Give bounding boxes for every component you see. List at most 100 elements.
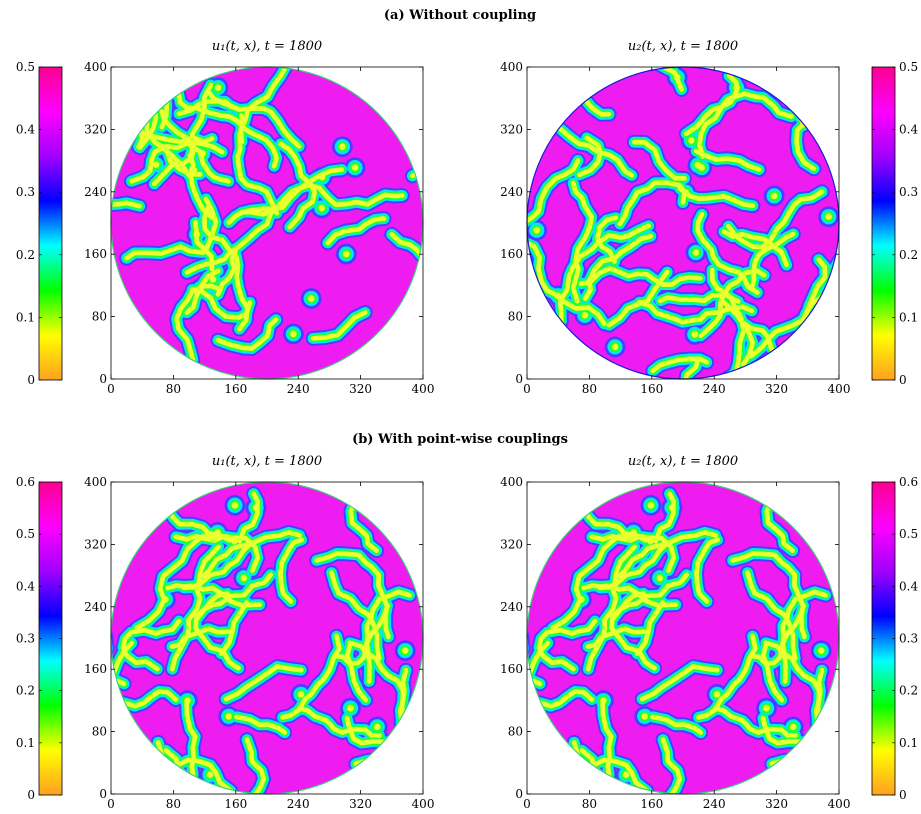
stripe-segment	[175, 87, 279, 169]
panel-title: u₂(t, x), t = 1800	[628, 39, 738, 54]
spot	[622, 771, 630, 778]
spot	[318, 173, 326, 181]
colorbar-tick-label: 0.2	[899, 248, 918, 262]
colorbar-tick-label: 0	[27, 373, 35, 387]
panel-title: u₁(t, x), t = 1800	[212, 454, 322, 469]
stripe-segment	[713, 706, 798, 738]
axes-frame	[526, 481, 840, 795]
stripe-segment	[187, 82, 215, 220]
stripe-segment	[184, 268, 221, 315]
stripe-segment	[639, 664, 720, 702]
spot	[252, 504, 260, 511]
y-tick-label: 400	[84, 60, 107, 74]
spot	[533, 226, 540, 234]
colorbar-tick-label: 0.3	[899, 185, 918, 199]
stripe-segment	[193, 220, 215, 272]
panel-title: u₂(t, x), t = 1800	[628, 454, 738, 469]
axes-frame	[526, 66, 840, 380]
spot	[691, 331, 699, 338]
stripe-segment	[637, 299, 755, 325]
spot	[647, 537, 654, 545]
spot	[343, 250, 350, 258]
stripe-segment	[332, 603, 390, 666]
spot	[214, 529, 221, 536]
spot	[307, 295, 315, 302]
stripe-segment	[634, 600, 665, 657]
spot	[682, 189, 690, 196]
panels: u₁(t, x), t = 1800 0 80 160 240 320 400 0 80 160 2…	[16, 39, 919, 811]
stripe-segment	[193, 591, 241, 671]
x-tick-label: 0	[523, 382, 531, 396]
x-tick-label: 240	[287, 797, 310, 811]
section-a-title: (a) Without coupling	[384, 8, 536, 23]
stripe-segment	[344, 644, 369, 703]
x-tick-label: 160	[640, 797, 663, 811]
x-tick-label: 80	[166, 382, 181, 396]
colorbar-tick-label: 0.4	[899, 579, 918, 593]
y-tick-label: 0	[515, 787, 523, 801]
x-tick-label: 240	[703, 382, 726, 396]
spot	[789, 723, 797, 731]
colorbar-tick-label: 0.1	[16, 310, 35, 324]
colorbar-tick-label: 0.2	[16, 248, 35, 262]
x-tick-label: 320	[765, 382, 788, 396]
colorbar-tick-label: 0.5	[16, 527, 35, 541]
panel-b-u1: u₁(t, x), t = 1800 0 80 160 240 320 400 0 80 160 2…	[16, 454, 435, 811]
stripe-segment	[650, 737, 682, 794]
spot	[763, 704, 770, 712]
stripe-segment	[215, 317, 279, 351]
x-tick-label: 80	[582, 797, 597, 811]
spot	[733, 84, 740, 92]
y-tick-label: 240	[500, 185, 523, 199]
spot	[713, 691, 721, 698]
colorbar-tick-label: 0.3	[16, 632, 35, 646]
y-tick-label: 400	[500, 475, 523, 489]
stripe-segment	[609, 591, 657, 671]
x-tick-label: 160	[640, 382, 663, 396]
x-tick-label: 240	[287, 382, 310, 396]
colorbar-tick-label: 0.4	[16, 579, 35, 593]
colorbar-tick-label: 0.4	[16, 123, 35, 137]
pattern-field	[111, 67, 423, 379]
spot	[641, 713, 648, 720]
stripe-segment	[527, 158, 581, 226]
colorbar-tick-label: 0.6	[16, 475, 35, 489]
colorbar-tick-label: 0	[899, 373, 907, 387]
stripe-segment	[278, 537, 304, 604]
spot	[825, 213, 832, 220]
spot	[630, 529, 637, 536]
x-tick-label: 0	[107, 797, 115, 811]
stripe-segment	[589, 533, 677, 573]
stripe-segment	[794, 119, 817, 172]
colorbar-tick-label: 0	[27, 788, 35, 802]
colorbar-gradient	[38, 481, 63, 796]
x-tick-label: 400	[828, 382, 851, 396]
y-tick-label: 400	[84, 475, 107, 489]
y-tick-label: 160	[500, 247, 523, 261]
axes-frame	[110, 481, 424, 795]
x-tick-label: 400	[828, 797, 851, 811]
stripe-segment	[173, 533, 261, 573]
spot	[668, 504, 676, 511]
spot	[366, 630, 374, 638]
stripe-segment	[134, 533, 218, 631]
stripe-segment	[364, 589, 412, 684]
stripe-segment	[578, 266, 703, 287]
y-tick-label: 320	[500, 122, 523, 136]
colorbar-tick-label: 0.5	[899, 60, 918, 74]
y-tick-label: 320	[500, 537, 523, 551]
stripe-segment	[653, 491, 676, 544]
colorbar-tick-label: 0.3	[899, 632, 918, 646]
stripe-segment	[581, 583, 679, 608]
spot	[782, 630, 790, 638]
x-tick-label: 0	[107, 382, 115, 396]
panel-a-u1: u₁(t, x), t = 1800 0 80 160 240 320 400 0 80 160 2…	[16, 39, 435, 396]
stripe-segment	[234, 737, 266, 794]
colorbar-left: 0 0.1 0.2 0.3 0.4 0.5 0.6	[16, 475, 63, 802]
spot	[688, 137, 695, 144]
x-tick-label: 320	[349, 797, 372, 811]
colorbar-right: 0 0.1 0.2 0.3 0.4 0.5 0.6	[871, 475, 918, 802]
spot	[611, 343, 619, 351]
stripe-segment	[193, 572, 274, 620]
colorbar-tick-label: 0.1	[16, 736, 35, 750]
